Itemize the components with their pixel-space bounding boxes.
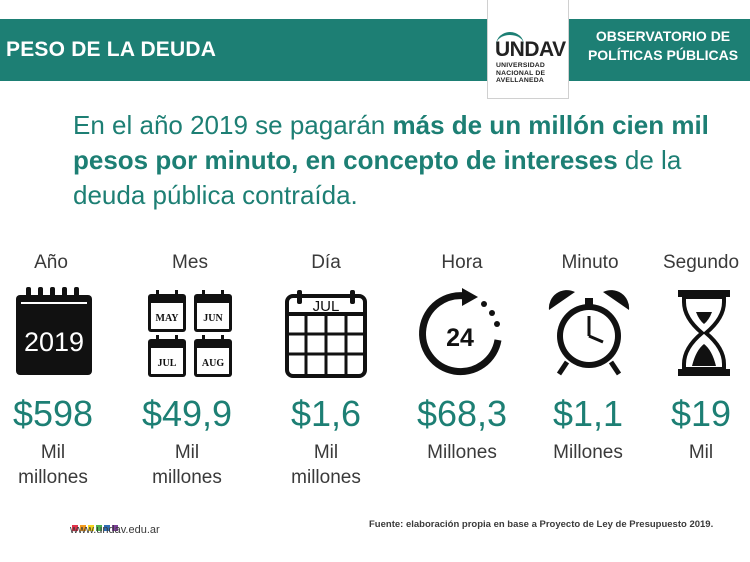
hourglass-icon	[678, 290, 730, 376]
alarm-clock-icon	[548, 290, 630, 376]
color-dot	[104, 525, 110, 531]
svg-text:2019: 2019	[24, 327, 84, 357]
header-bar	[0, 19, 750, 81]
amount-month: $49,9	[141, 393, 233, 434]
brand-color-dots	[72, 518, 120, 531]
unit-second: Mil	[688, 442, 714, 463]
svg-text:JUL: JUL	[313, 298, 340, 315]
amount-hour: $68,3	[416, 393, 508, 434]
color-dot	[112, 525, 118, 531]
unit-year: Mil millones	[18, 442, 88, 488]
label-minute: Minuto	[561, 252, 619, 273]
svg-text:AUG: AUG	[202, 358, 224, 369]
unit-minute: Millones	[553, 442, 623, 463]
svg-text:JUL: JUL	[158, 358, 177, 369]
amount-day: $1,6	[290, 393, 362, 434]
svg-text:JUN: JUN	[203, 313, 223, 324]
observatory-label: OBSERVATORIO DE POLÍTICAS PÚBLICAS	[587, 28, 739, 63]
intro-statement: En el año 2019 se pagarán más de un mill…	[73, 110, 709, 210]
source-note: Fuente: elaboración propia en base a Pro…	[369, 519, 714, 530]
months-calendar-icon: MAY JUN JUL AUG	[148, 290, 232, 377]
calendar-2019-icon: 2019	[16, 287, 92, 375]
label-month: Mes	[172, 252, 208, 273]
unit-month: Mil millones	[152, 442, 222, 488]
amount-year: $598	[12, 393, 94, 434]
logo-subtitle: UNIVERSIDAD NACIONAL DE AVELLANEDA	[496, 62, 546, 84]
day-calendar-icon: JUL	[285, 290, 367, 378]
amount-minute: $1,1	[552, 393, 624, 434]
logo-mark: UNDAV	[495, 32, 566, 62]
color-dot	[96, 525, 102, 531]
24-hours-icon: 24	[419, 288, 502, 376]
logo-arc-icon	[496, 32, 524, 45]
color-dot	[88, 525, 94, 531]
unit-hour: Millones	[427, 442, 497, 463]
label-day: Día	[311, 252, 341, 273]
color-dot	[80, 525, 86, 531]
label-year: Año	[34, 252, 68, 273]
svg-text:24: 24	[446, 324, 474, 352]
website-link[interactable]: www.undav.edu.ar	[70, 524, 160, 536]
undav-logo: UNDAV UNIVERSIDAD NACIONAL DE AVELLANEDA	[487, 0, 569, 99]
unit-day: Mil millones	[291, 442, 361, 488]
label-second: Segundo	[662, 252, 740, 273]
color-dot	[72, 525, 78, 531]
label-hour: Hora	[441, 252, 483, 273]
amount-second: $19	[670, 393, 732, 434]
page-title: PESO DE LA DEUDA	[6, 38, 217, 61]
svg-text:MAY: MAY	[156, 313, 180, 324]
